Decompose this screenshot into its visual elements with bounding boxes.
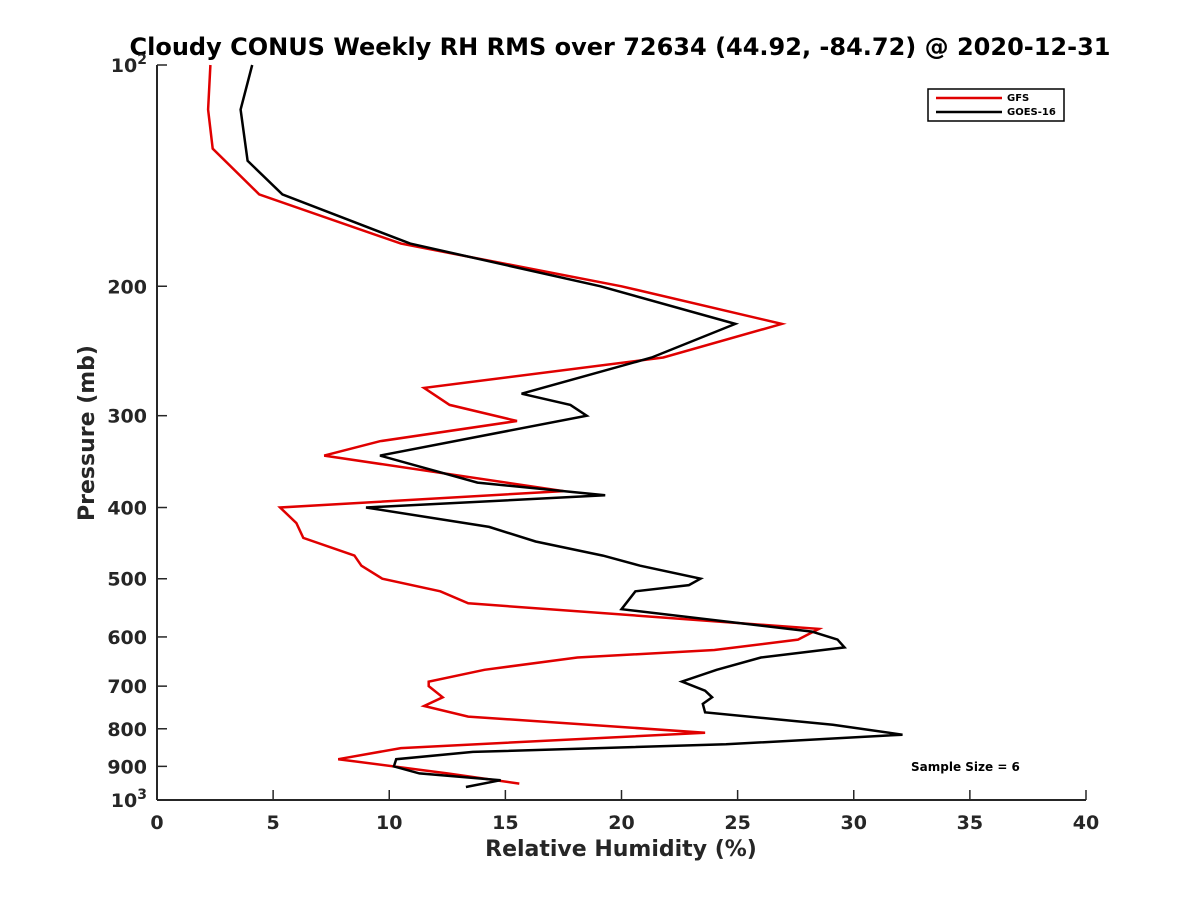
x-tick-label: 35 bbox=[957, 812, 983, 834]
legend: GFS GOES-16 bbox=[927, 88, 1065, 122]
x-tick-label: 20 bbox=[608, 812, 634, 834]
legend-label-goes16: GOES-16 bbox=[1007, 107, 1056, 118]
x-tick-label: 10 bbox=[376, 812, 402, 834]
series-line-goes-16 bbox=[239, 64, 903, 789]
x-tick-label: 30 bbox=[841, 812, 867, 834]
legend-label-gfs: GFS bbox=[1007, 93, 1029, 104]
x-tick-label: 15 bbox=[492, 812, 518, 834]
y-axis-label: Pressure (mb) bbox=[75, 345, 100, 521]
x-tick-label: 40 bbox=[1073, 812, 1099, 834]
chart-title: Cloudy CONUS Weekly RH RMS over 72634 (4… bbox=[130, 33, 1111, 61]
y-tick-label: 400 bbox=[107, 498, 147, 520]
y-tick-label: 103 bbox=[111, 787, 147, 812]
y-axis-ticks: 102 200 300 400 500 600 700 800 900 103 bbox=[107, 52, 167, 812]
x-axis-ticks: 0 5 10 15 20 25 30 35 40 bbox=[150, 790, 1099, 834]
x-axis-label: Relative Humidity (%) bbox=[485, 837, 757, 862]
y-tick-label: 900 bbox=[107, 756, 147, 778]
y-tick-label: 300 bbox=[107, 406, 147, 428]
x-tick-label: 25 bbox=[724, 812, 750, 834]
plot-area bbox=[206, 64, 903, 789]
y-tick-label: 700 bbox=[107, 676, 147, 698]
sample-size-annotation: Sample Size = 6 bbox=[911, 760, 1020, 774]
y-tick-label: 102 bbox=[111, 52, 147, 77]
y-tick-label: 800 bbox=[107, 719, 147, 741]
y-tick-label: 600 bbox=[107, 627, 147, 649]
y-tick-label: 200 bbox=[107, 276, 147, 298]
y-tick-label: 500 bbox=[107, 569, 147, 591]
x-tick-label: 0 bbox=[150, 812, 163, 834]
legend-box bbox=[927, 88, 1065, 122]
series-line-gfs bbox=[206, 64, 824, 785]
x-tick-label: 5 bbox=[267, 812, 280, 834]
